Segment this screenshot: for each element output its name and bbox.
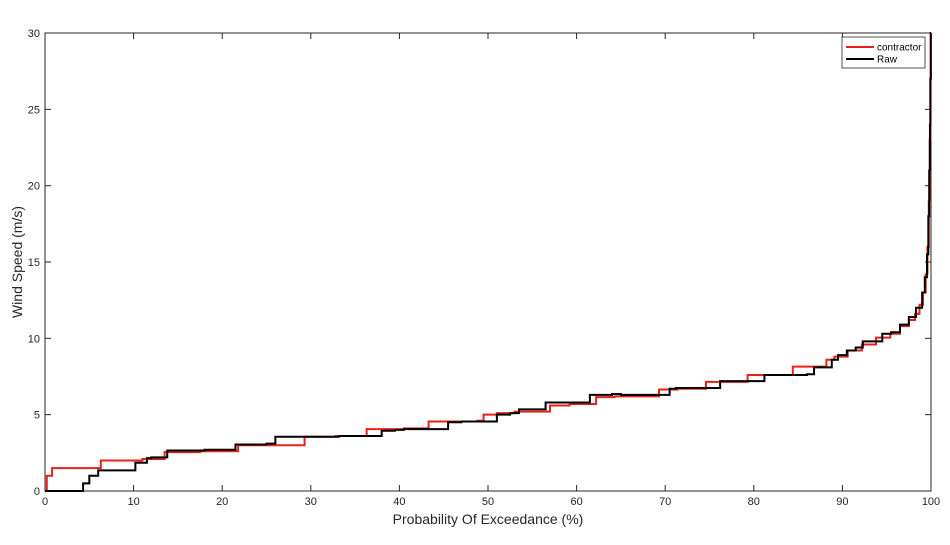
legend-label-raw: Raw [877, 55, 898, 66]
y-tick-label: 15 [28, 257, 40, 269]
legend-box [841, 36, 926, 69]
legend-label-contractor: contractor [877, 43, 922, 54]
y-tick-label: 30 [28, 28, 40, 40]
x-tick-label: 30 [305, 496, 317, 508]
series-layer [45, 32, 932, 492]
x-tick-label: 60 [570, 496, 582, 508]
x-tick-label: 80 [748, 496, 760, 508]
x-axis-title: Probability Of Exceedance (%) [393, 511, 584, 527]
x-tick-label: 0 [42, 496, 48, 508]
x-tick-label: 50 [482, 496, 494, 508]
y-tick-label: 10 [28, 333, 40, 345]
y-tick-labels: 0 5 10 15 20 25 30 [28, 28, 40, 498]
y-tick-label: 5 [34, 410, 40, 422]
y-tick-label: 20 [28, 181, 40, 193]
y-tick-label: 0 [34, 486, 40, 498]
x-tick-label: 20 [216, 496, 228, 508]
tick-marks [44, 32, 932, 492]
x-tick-label: 90 [836, 496, 848, 508]
y-axis-title: Wind Speed (m/s) [9, 206, 25, 318]
series-line-raw [45, 32, 932, 492]
x-tick-labels: 0 10 20 30 40 50 60 70 80 90 100 [42, 496, 940, 508]
legend: contractor Raw [841, 36, 926, 69]
x-tick-label: 70 [659, 496, 671, 508]
x-tick-label: 40 [393, 496, 405, 508]
x-tick-label: 10 [127, 496, 139, 508]
y-tick-label: 25 [28, 104, 40, 116]
x-tick-label: 100 [922, 496, 940, 508]
